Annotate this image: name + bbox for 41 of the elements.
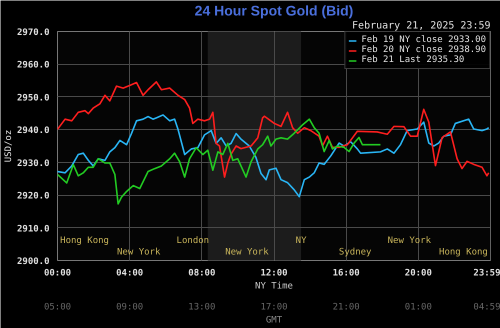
x-axis-title: NY Time: [255, 282, 293, 292]
legend-label: Feb 21 Last 2935.30: [361, 55, 464, 65]
x-tick-label: 04:00: [116, 268, 144, 278]
y-tick-label: 2960.0: [16, 60, 50, 71]
annotation: New York: [117, 247, 161, 258]
x-tick-label: 12:00: [260, 268, 288, 278]
x2-tick-label: 17:00: [260, 302, 288, 312]
x2-tick-label: 05:00: [44, 302, 72, 312]
chart-subtitle: February 21, 2025 23:59: [352, 20, 491, 32]
y-tick-label: 2920.0: [16, 192, 50, 202]
annotation: Hong Kong: [439, 247, 488, 258]
x2-tick-label: 09:00: [116, 302, 144, 312]
line-series: [58, 114, 490, 198]
x2-tick-label: 01:00: [404, 302, 432, 312]
annotation: New York: [225, 247, 270, 258]
x-tick-label: 23:59: [473, 268, 500, 278]
y-tick-label: 2930.0: [16, 158, 50, 169]
chart-title: 24 Hour Spot Gold (Bid): [194, 2, 354, 18]
annotation: London: [176, 236, 210, 246]
x2-tick-label: 04:59: [473, 302, 500, 312]
y-tick-label: 2970.0: [16, 28, 50, 38]
y-tick-label: 2910.0: [16, 224, 50, 234]
x2-tick-label: 21:00: [332, 302, 360, 312]
x-tick-label: 16:00: [332, 268, 360, 278]
x-tick-label: 08:00: [188, 268, 216, 278]
annotation: NY: [296, 236, 308, 246]
x2-axis-title: GMT: [266, 316, 283, 326]
x-tick-label: 20:00: [404, 268, 432, 278]
y-tick-label: 2950.0: [16, 93, 50, 104]
legend-label: Feb 19 NY close 2933.00: [361, 35, 486, 45]
x-tick-label: 00:00: [44, 268, 72, 278]
legend-label: Feb 20 NY close 2938.90: [361, 45, 486, 55]
y-tick-label: 2900.0: [16, 257, 50, 267]
line-series: [58, 118, 382, 205]
x2-tick-label: 13:00: [188, 302, 216, 312]
annotation: New York: [388, 236, 432, 246]
annotation: Hong Kong: [60, 236, 109, 246]
y-tick-label: 2940.0: [16, 126, 50, 136]
line-series: [58, 81, 490, 178]
annotation: Sydney: [338, 247, 372, 258]
y-axis-title: USD/oz: [4, 130, 14, 162]
